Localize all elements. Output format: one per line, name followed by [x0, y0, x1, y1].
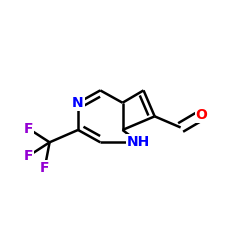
Text: NH: NH — [127, 135, 150, 149]
Text: F: F — [24, 122, 33, 136]
Text: F: F — [24, 149, 33, 163]
Text: F: F — [40, 161, 50, 175]
Text: N: N — [72, 96, 84, 110]
Text: O: O — [196, 108, 207, 122]
